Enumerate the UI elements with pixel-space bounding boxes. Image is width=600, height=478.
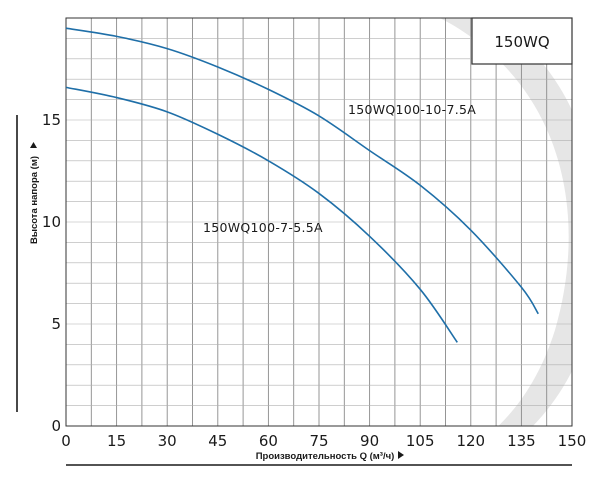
plot-frame xyxy=(65,17,573,427)
y-tick-label: 15 xyxy=(42,111,61,129)
y-tick-label: 5 xyxy=(51,315,61,333)
background-swoosh xyxy=(440,18,572,426)
series-layer xyxy=(65,27,539,343)
model-badge: 150WQ xyxy=(471,17,573,65)
x-tick-label: 90 xyxy=(360,432,379,450)
x-tick-label: 135 xyxy=(507,432,536,450)
x-tick-label: 0 xyxy=(61,432,71,450)
y-axis-arrow-icon xyxy=(30,142,37,148)
y-axis-title-group: Высота напора (м) xyxy=(29,142,40,244)
x-tick-label: 75 xyxy=(309,432,328,450)
x-axis-title: Производительность Q (м³/ч) xyxy=(256,451,395,462)
x-tick-label: 120 xyxy=(456,432,485,450)
x-axis-arrow-icon xyxy=(398,451,404,459)
x-tick-label: 105 xyxy=(406,432,435,450)
x-tick-label: 150 xyxy=(558,432,587,450)
series-line-1 xyxy=(65,86,458,343)
x-tick-labels: 0 15 30 45 60 75 90 105 120 135 150 xyxy=(61,432,586,450)
model-badge-text: 150WQ xyxy=(494,33,549,51)
x-tick-label: 45 xyxy=(208,432,227,450)
y-tick-label: 10 xyxy=(42,213,61,231)
x-tick-label: 30 xyxy=(158,432,177,450)
y-axis-title: Высота напора (м) xyxy=(29,156,40,244)
series-line-0 xyxy=(65,27,539,315)
series-label-150wq100-10: 150WQ100-10-7.5A xyxy=(348,102,476,117)
x-tick-label: 15 xyxy=(107,432,126,450)
y-tick-label: 0 xyxy=(51,417,61,435)
x-tick-label: 60 xyxy=(259,432,278,450)
series-label-150wq100-7: 150WQ100-7-5.5A xyxy=(203,220,323,235)
y-tick-labels: 0 5 10 15 xyxy=(42,111,61,435)
